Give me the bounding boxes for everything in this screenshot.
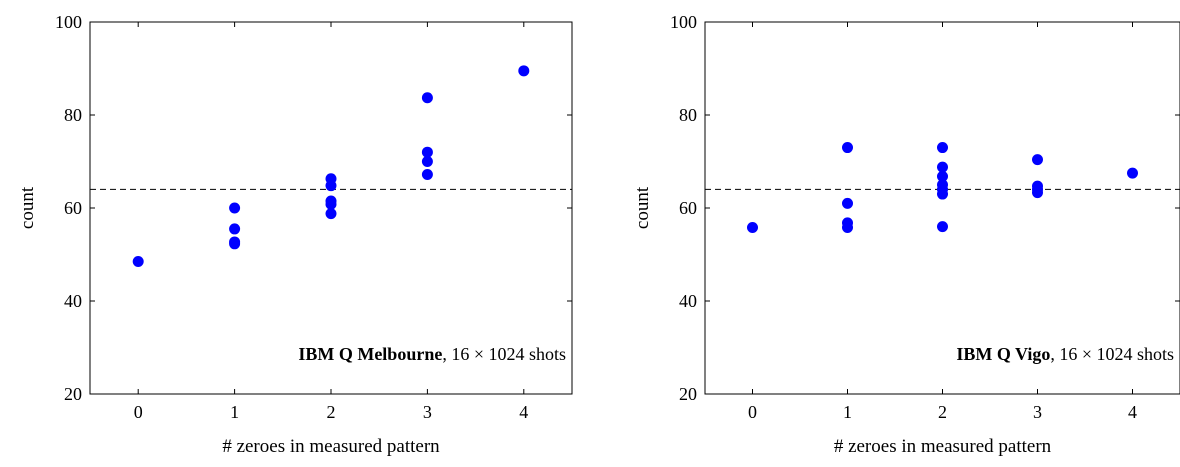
melbourne-y-tick-label: 20 <box>64 384 82 404</box>
melbourne-data-point <box>229 238 241 250</box>
vigo-data-point <box>842 222 853 234</box>
melbourne-data-point <box>325 198 337 210</box>
melbourne-y-tick-label: 40 <box>64 291 82 311</box>
melbourne-x-tick-label: 4 <box>519 402 528 422</box>
melbourne-annotation: IBM Q Melbourne, 16 × 1024 shots <box>298 344 566 364</box>
vigo-y-tick-label: 20 <box>679 384 697 404</box>
vigo-x-axis-label: # zeroes in measured pattern <box>834 436 1052 457</box>
melbourne-y-tick-label: 100 <box>55 12 82 32</box>
vigo-annotation-shots: , 16 × 1024 shots <box>1050 344 1174 364</box>
vigo-x-tick-label: 2 <box>938 402 947 422</box>
melbourne-data-point <box>229 202 241 214</box>
melbourne-annotation-device: IBM Q Melbourne <box>298 344 442 364</box>
vigo-y-tick-label: 80 <box>679 105 697 125</box>
vigo-data-point <box>937 221 948 233</box>
vigo-data-point <box>842 142 853 154</box>
melbourne-x-axis-label: # zeroes in measured pattern <box>222 436 440 457</box>
melbourne-y-axis-label: count <box>17 186 38 229</box>
melbourne-data-point <box>421 169 433 181</box>
chart-vigo-svg: 0 1 2 3 4 20 40 60 80 100 IBM Q Vigo, 16 × 1024 sh… <box>632 12 1180 457</box>
vigo-data-point <box>1127 167 1138 179</box>
chart-melbourne: 0 1 2 3 4 20 40 60 80 100 IBM Q Melbourne, 16 × 10… <box>17 12 573 457</box>
melbourne-data-point <box>421 92 433 104</box>
melbourne-data-point <box>421 156 433 167</box>
melbourne-y-tick-label: 80 <box>64 105 82 125</box>
vigo-data-point <box>1032 187 1043 199</box>
melbourne-data-point <box>421 146 433 158</box>
melbourne-data-point <box>132 255 144 267</box>
vigo-data-point <box>747 222 758 234</box>
vigo-data-point <box>937 188 948 200</box>
vigo-x-tick-label: 3 <box>1033 402 1042 422</box>
vigo-data-point <box>937 142 948 154</box>
vigo-y-axis-label: count <box>632 186 653 229</box>
vigo-data-point <box>937 170 948 182</box>
melbourne-data-point <box>325 180 337 192</box>
vigo-annotation-device: IBM Q Vigo <box>956 344 1050 364</box>
vigo-y-tick-label: 40 <box>679 291 697 311</box>
melbourne-x-tick-label: 2 <box>327 402 336 422</box>
melbourne-x-tick-label: 1 <box>230 402 239 422</box>
melbourne-data-point <box>229 223 241 235</box>
vigo-plot-frame <box>704 21 1180 395</box>
melbourne-x-tick-label: 3 <box>423 402 432 422</box>
chart-melbourne-svg: 0 1 2 3 4 20 40 60 80 100 IBM Q Melbourne, 16 × 10… <box>17 12 573 457</box>
melbourne-data-point <box>518 65 530 77</box>
vigo-x-tick-label: 0 <box>748 402 757 422</box>
melbourne-y-tick-label: 60 <box>64 198 82 218</box>
vigo-y-tick-label: 100 <box>670 12 697 32</box>
vigo-annotation: IBM Q Vigo, 16 × 1024 shots <box>956 344 1174 364</box>
melbourne-x-tick-label: 0 <box>134 402 143 422</box>
vigo-data-point <box>937 161 948 173</box>
chart-vigo: 0 1 2 3 4 20 40 60 80 100 IBM Q Vigo, 16 × 1024 sh… <box>590 0 1180 467</box>
melbourne-data-point <box>325 208 337 220</box>
vigo-data-point <box>1032 154 1043 166</box>
vigo-x-tick-label: 4 <box>1128 402 1137 422</box>
vigo-data-point <box>842 197 853 209</box>
vigo-y-tick-label: 60 <box>679 198 697 218</box>
vigo-x-tick-label: 1 <box>843 402 852 422</box>
melbourne-annotation-shots: , 16 × 1024 shots <box>442 344 566 364</box>
